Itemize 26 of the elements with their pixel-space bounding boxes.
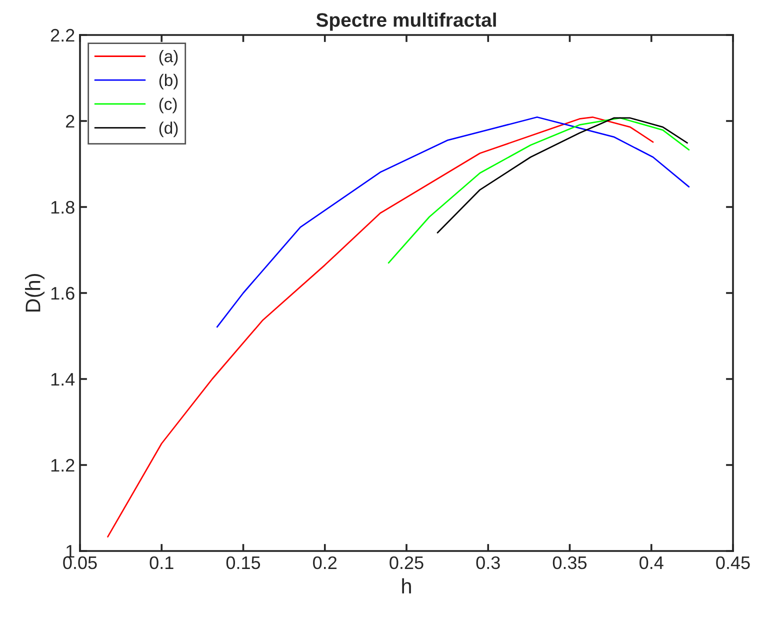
legend-label: (d) — [159, 122, 178, 138]
x-tick-label: 0.2 — [313, 556, 337, 570]
x-tick-label: 0.35 — [552, 556, 587, 570]
y-tick-label: 1.4 — [51, 373, 75, 386]
y-tick-label: 1.8 — [51, 200, 74, 214]
y-tick-label: 2 — [66, 114, 74, 128]
y-tick-label: 1.6 — [51, 286, 74, 300]
x-axis-title: h — [402, 578, 411, 594]
chart-title: Spectre multifractal — [316, 12, 496, 31]
x-tick-label: 0.4 — [640, 556, 664, 570]
y-tick-label: 2.2 — [50, 28, 74, 42]
x-tick-label: 0.45 — [716, 556, 750, 570]
line-series — [436, 117, 688, 234]
x-tick-label: 0.25 — [390, 556, 424, 570]
x-tick-label: 0.05 — [63, 556, 97, 570]
line-series — [107, 116, 654, 538]
x-tick-label: 0.3 — [476, 556, 500, 570]
y-tick-label: 1.2 — [51, 458, 74, 472]
legend-label: (a) — [159, 50, 178, 66]
x-tick-label: 0.1 — [150, 556, 174, 570]
line-series — [216, 116, 690, 328]
legend-label: (c) — [159, 98, 177, 114]
legend-label: (b) — [159, 74, 178, 90]
y-axis-title: D(h) — [25, 274, 44, 312]
line-series — [388, 117, 690, 264]
x-tick-label: 0.15 — [226, 556, 260, 570]
